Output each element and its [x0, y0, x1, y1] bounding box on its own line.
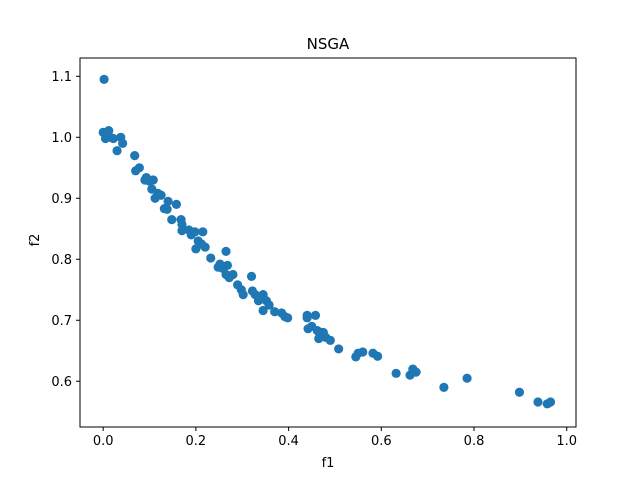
data-points: [98, 74, 556, 409]
x-axis-ticks: 0.0 0.2 0.4 0.6 0.8 1.0: [93, 427, 577, 449]
y-axis-label: f2: [28, 234, 43, 247]
data-point: [258, 305, 268, 316]
y-tick-label: 0.8: [51, 253, 72, 268]
y-tick-label: 0.7: [51, 314, 72, 329]
chart-title: NSGA: [307, 35, 350, 53]
y-tick-label: 1.0: [51, 131, 72, 146]
data-point: [198, 227, 208, 237]
data-point: [171, 199, 182, 209]
data-point: [246, 271, 257, 281]
data-point: [148, 175, 158, 185]
data-point: [462, 373, 472, 383]
data-point: [134, 163, 144, 173]
data-point: [439, 382, 449, 392]
x-tick-label: 0.8: [464, 434, 485, 449]
data-point: [162, 204, 172, 214]
data-point: [533, 397, 543, 407]
data-point: [99, 74, 109, 84]
data-point: [358, 347, 368, 357]
data-point: [514, 387, 525, 397]
x-tick-label: 1.0: [556, 434, 577, 449]
x-axis-label: f1: [322, 456, 335, 471]
data-point: [156, 190, 166, 200]
data-point: [206, 253, 216, 263]
data-point: [373, 351, 383, 361]
data-point: [200, 242, 210, 252]
data-point: [163, 196, 173, 206]
data-point: [222, 260, 233, 270]
data-point: [238, 290, 248, 300]
data-point: [112, 146, 122, 156]
data-point: [177, 226, 187, 236]
data-point: [310, 310, 321, 320]
data-point: [545, 397, 556, 407]
plot-area-frame: [79, 57, 577, 428]
data-point: [325, 335, 335, 345]
data-point: [270, 307, 280, 317]
y-axis-ticks: 0.6 0.7 0.8 0.9 1.0 1.1: [51, 70, 80, 390]
y-tick-label: 0.6: [51, 375, 72, 390]
data-point: [167, 215, 177, 225]
data-point: [228, 269, 238, 280]
y-tick-label: 0.9: [51, 192, 72, 207]
x-tick-label: 0.4: [278, 434, 299, 449]
data-point: [302, 313, 312, 323]
x-tick-label: 0.0: [93, 434, 114, 449]
x-tick-label: 0.2: [186, 434, 207, 449]
data-point: [264, 300, 274, 310]
x-tick-label: 0.6: [371, 434, 392, 449]
data-point: [283, 313, 293, 323]
data-point: [190, 227, 200, 237]
data-point: [118, 138, 128, 148]
data-point: [130, 150, 140, 161]
data-point: [108, 133, 118, 144]
data-point: [411, 367, 421, 377]
y-tick-label: 1.1: [51, 70, 72, 85]
data-point: [334, 344, 344, 354]
data-point: [391, 368, 401, 378]
data-point: [221, 246, 231, 256]
